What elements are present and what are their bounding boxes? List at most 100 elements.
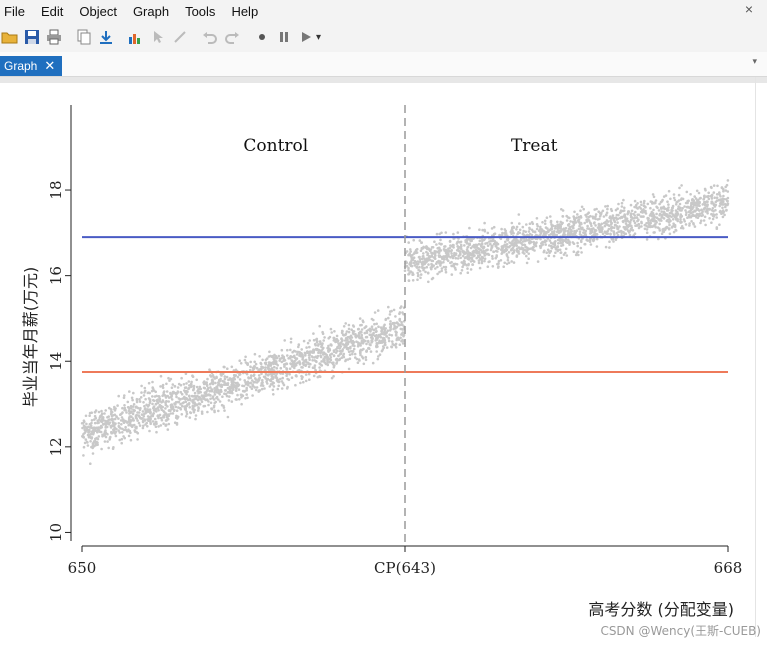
scatter-point: [609, 232, 612, 236]
scatter-point: [136, 431, 140, 435]
scatter-point: [264, 368, 267, 372]
scatter-point: [660, 210, 663, 213]
scatter-point: [275, 376, 278, 380]
scatter-point: [231, 379, 235, 382]
menu-help[interactable]: Help: [231, 3, 259, 19]
scatter-point: [166, 417, 170, 421]
grid-edit-icon[interactable]: [170, 26, 190, 48]
chart-edit-icon[interactable]: [126, 26, 146, 48]
scatter-point: [293, 366, 296, 370]
scatter-point: [107, 423, 111, 426]
scatter-point: [185, 389, 188, 393]
scatter-point: [234, 398, 238, 401]
scatter-point: [597, 210, 600, 213]
scatter-point: [162, 422, 165, 426]
scatter-point: [384, 317, 388, 321]
scatter-point: [115, 427, 118, 431]
scatter-point: [522, 248, 526, 252]
y-tick-label: 18: [47, 180, 65, 199]
menu-edit[interactable]: Edit: [40, 3, 64, 19]
scatter-point: [554, 247, 558, 251]
scatter-point: [653, 201, 657, 204]
scatter-point: [249, 381, 252, 385]
scatter-point: [159, 374, 163, 378]
scatter-point: [99, 430, 103, 434]
scatter-point: [591, 238, 595, 242]
menu-object[interactable]: Object: [79, 3, 117, 19]
tab-list-caret-icon[interactable]: ▾: [752, 56, 757, 66]
scatter-point: [194, 417, 197, 421]
tab-graph[interactable]: Graph ✕: [0, 56, 62, 76]
scatter-point: [205, 381, 208, 384]
scatter-point: [416, 278, 419, 281]
scatter-point: [314, 355, 318, 359]
scatter-point: [191, 375, 195, 379]
scatter-point: [100, 409, 103, 413]
scatter-point: [653, 231, 656, 234]
copy-icon[interactable]: [74, 26, 94, 48]
scatter-point: [103, 440, 107, 443]
scatter-point: [380, 327, 384, 330]
scatter-point: [91, 452, 95, 455]
pointer-icon[interactable]: [148, 26, 168, 48]
scatter-point: [176, 386, 180, 389]
scatter-point: [313, 364, 317, 367]
scatter-point: [86, 444, 90, 447]
scatter-point: [179, 408, 183, 411]
pause-icon[interactable]: [274, 26, 294, 48]
scatter-point: [256, 379, 260, 383]
menu-graph[interactable]: Graph: [132, 3, 170, 19]
scatter-point: [554, 251, 557, 254]
scatter-point: [645, 231, 649, 234]
scatter-point: [128, 390, 131, 393]
scatter-point: [185, 382, 188, 385]
scatter-point: [407, 268, 410, 272]
export-icon[interactable]: [96, 26, 116, 48]
scatter-point: [610, 229, 613, 232]
scatter-point: [117, 422, 121, 425]
scatter-point: [500, 227, 503, 231]
scatter-point: [319, 351, 322, 355]
menu-tools[interactable]: Tools: [185, 3, 216, 19]
open-folder-icon[interactable]: [0, 26, 20, 48]
scatter-point: [635, 206, 638, 209]
scatter-point: [293, 356, 297, 360]
scatter-point: [245, 393, 248, 396]
scatter-point: [240, 393, 243, 397]
scatter-point: [390, 334, 394, 337]
scatter-point: [416, 263, 420, 266]
tab-close-icon[interactable]: ✕: [44, 58, 56, 73]
save-icon[interactable]: [22, 26, 42, 48]
scatter-point: [634, 210, 637, 214]
scatter-point: [706, 203, 709, 207]
scatter-point: [485, 253, 489, 256]
play-options-caret-icon[interactable]: ▾: [316, 31, 322, 43]
scatter-point: [604, 205, 607, 208]
window-close-icon[interactable]: ×: [744, 1, 753, 17]
scatter-point: [117, 417, 120, 420]
record-icon[interactable]: [252, 26, 272, 48]
play-icon[interactable]: [296, 26, 316, 48]
scatter-point: [184, 408, 187, 412]
scatter-point: [281, 354, 284, 357]
scatter-point: [301, 375, 304, 379]
scatter-point: [600, 222, 603, 226]
menu-file[interactable]: File: [4, 3, 25, 19]
scatter-point: [297, 345, 300, 349]
scatter-point: [124, 425, 127, 429]
scatter-point: [520, 242, 523, 245]
scatter-point: [507, 261, 511, 265]
scatter-point: [449, 256, 452, 259]
print-icon[interactable]: [44, 26, 64, 48]
scatter-point: [593, 221, 596, 224]
redo-icon[interactable]: [222, 26, 242, 48]
scatter-point: [646, 202, 650, 206]
scatter-point: [358, 351, 362, 355]
scatter-point: [579, 216, 583, 219]
scatter-point: [422, 252, 425, 255]
graph-canvas: 10 12 14 16 18 650 CP(643) 668 Control Treat 毕…: [0, 77, 767, 651]
undo-icon[interactable]: [200, 26, 220, 48]
scatter-point: [579, 246, 583, 250]
scatter-point: [253, 377, 257, 380]
scatter-point: [89, 440, 92, 443]
